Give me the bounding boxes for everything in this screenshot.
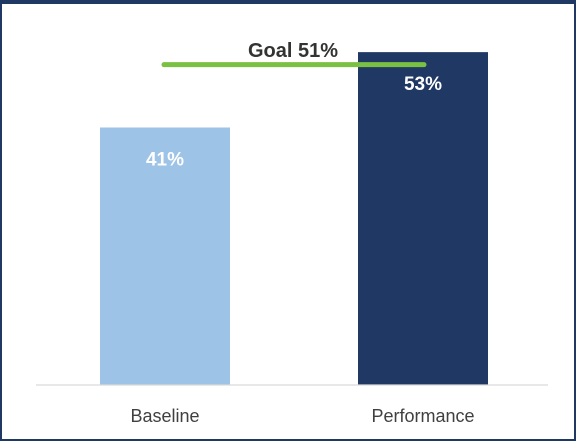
data-label-baseline: 41% xyxy=(146,149,184,170)
goal-label: Goal 51% xyxy=(248,40,338,62)
bar-chart: Goal 51% 41% Baseline 53% Performance xyxy=(36,40,548,426)
data-label-performance: 53% xyxy=(404,74,442,95)
bar-performance xyxy=(358,52,488,386)
labels-layer: 41% Baseline 53% Performance xyxy=(130,74,474,426)
bar-baseline xyxy=(100,127,230,386)
bars-layer xyxy=(100,52,488,386)
category-label-performance: Performance xyxy=(371,406,474,426)
category-label-baseline: Baseline xyxy=(130,406,199,426)
